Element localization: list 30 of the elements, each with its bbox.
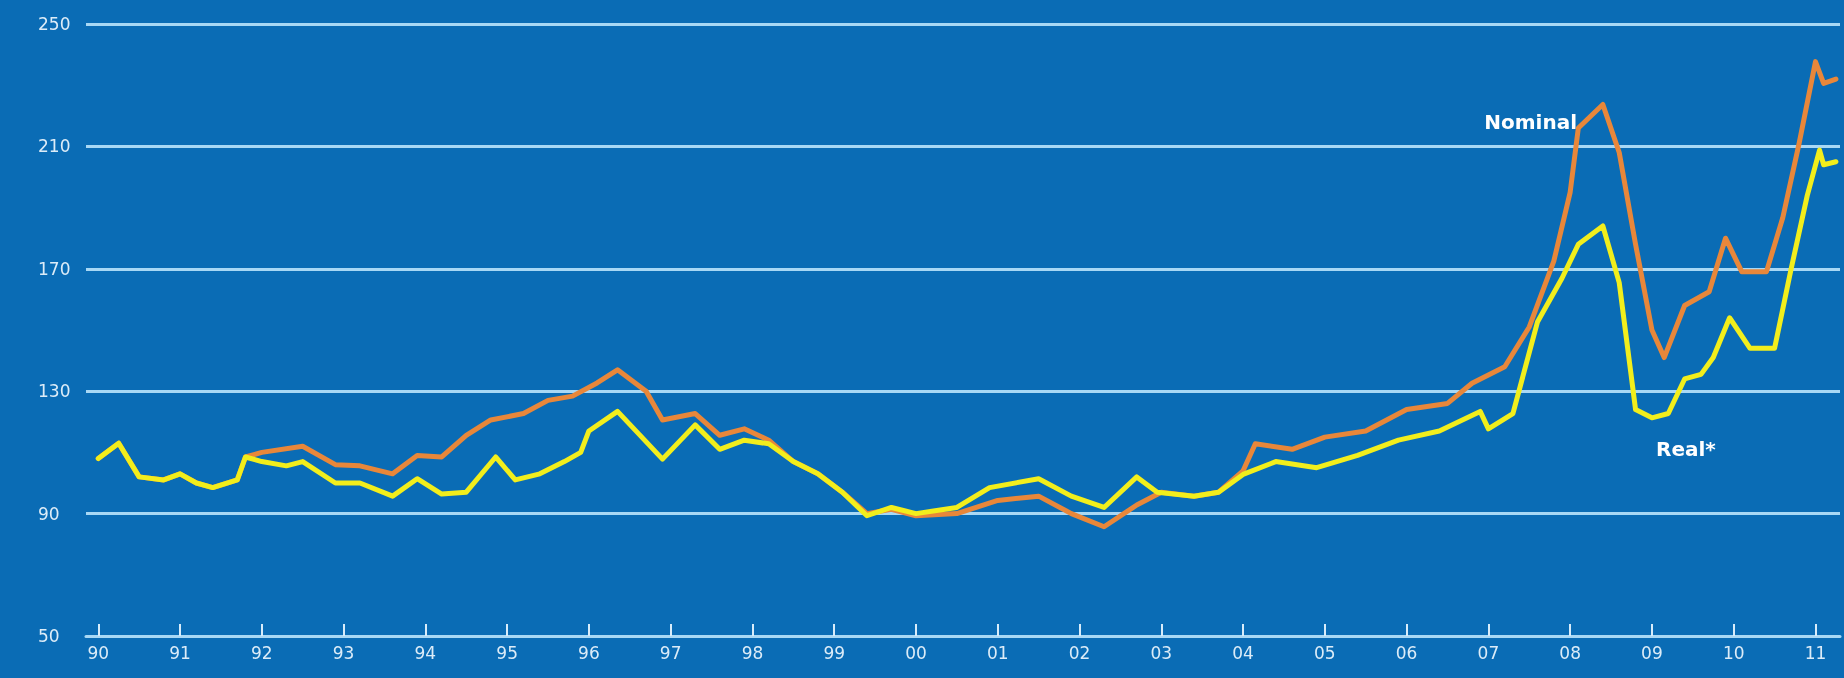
x-tick-label: 93	[332, 642, 355, 663]
x-tick-label: 03	[1150, 642, 1173, 663]
x-tick-label: 05	[1314, 642, 1336, 663]
x-tick-label: 04	[1232, 642, 1254, 663]
y-tick-label: 170	[38, 258, 71, 279]
x-tick-label: 11	[1804, 642, 1827, 663]
y-tick-label: 50	[38, 626, 60, 646]
x-tick-label: 10	[1722, 642, 1745, 663]
series-label: Nominal	[1484, 109, 1578, 134]
x-tick-label: 96	[578, 642, 600, 663]
x-tick-label: 92	[250, 642, 273, 663]
x-tick-label: 06	[1395, 642, 1418, 663]
y-tick-label: 90	[38, 503, 60, 524]
x-tick-label: 00	[905, 642, 927, 663]
x-tick-label: 91	[169, 642, 191, 663]
x-tick-label: 08	[1559, 642, 1581, 663]
x-tick-label: 90	[87, 642, 110, 663]
x-tick-label: 98	[741, 642, 764, 663]
x-tick-label: 94	[414, 642, 437, 663]
x-tick-label: 09	[1641, 642, 1663, 663]
y-tick-label: 210	[38, 136, 71, 157]
x-tick-label: 95	[496, 642, 518, 663]
x-tick-label: 97	[659, 642, 682, 663]
x-tick-label: 01	[986, 642, 1009, 663]
x-tick-label: 07	[1477, 642, 1500, 663]
y-tick-label: 130	[38, 381, 71, 402]
y-tick-label: 250	[38, 14, 71, 34]
series-label: Real*	[1656, 437, 1717, 462]
x-tick-label: 99	[823, 642, 846, 663]
x-tick-label: 02	[1068, 642, 1091, 663]
